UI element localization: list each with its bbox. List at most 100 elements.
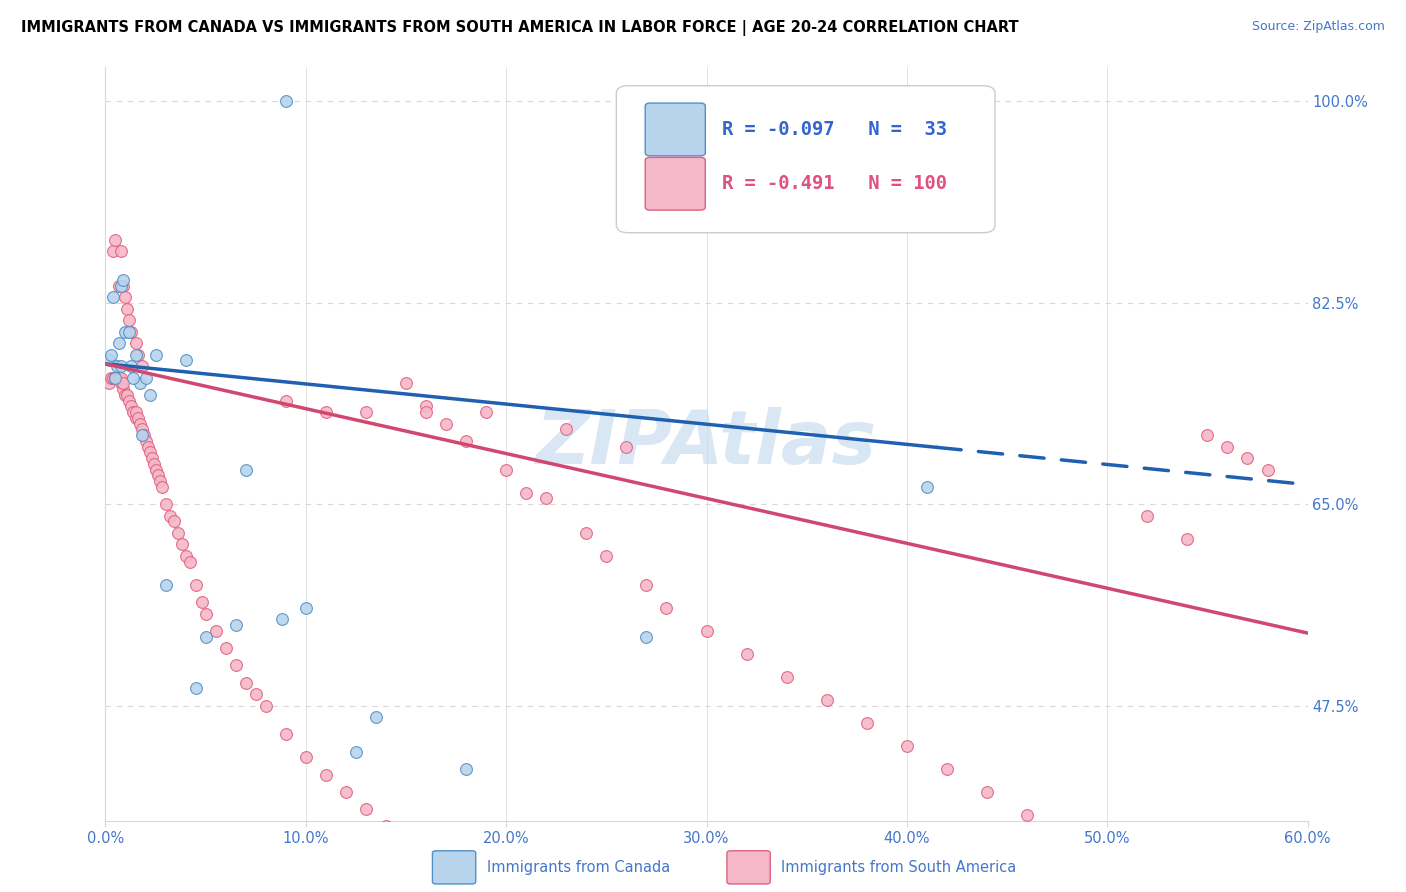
Point (194, 607, 217, 621)
Point (616, 440, 638, 454)
Point (855, 715, 877, 730)
Point (184, 578, 207, 592)
Point (1197, 428, 1219, 442)
Point (124, 348, 146, 362)
Point (274, 95, 297, 109)
Point (896, 739, 918, 753)
Point (108, 370, 131, 384)
Point (696, 624, 718, 638)
Point (121, 325, 143, 339)
Point (274, 393, 297, 408)
Point (225, 658, 247, 673)
Point (270, 612, 292, 626)
Point (1097, 854, 1119, 868)
Point (108, 336, 131, 351)
Point (108, 370, 131, 384)
Point (295, 600, 318, 615)
Point (415, 405, 437, 419)
Point (1177, 532, 1199, 546)
Point (179, 555, 201, 569)
Point (148, 474, 170, 488)
Point (107, 359, 129, 373)
FancyBboxPatch shape (645, 157, 706, 211)
Point (112, 382, 135, 396)
Point (112, 278, 135, 293)
Point (110, 359, 132, 373)
Point (124, 410, 146, 425)
Point (128, 376, 150, 391)
Text: Immigrants from Canada: Immigrants from Canada (486, 860, 669, 875)
FancyBboxPatch shape (433, 851, 475, 884)
Point (110, 278, 132, 293)
Point (141, 451, 163, 466)
Point (112, 273, 135, 287)
Point (415, 400, 437, 414)
Point (976, 785, 998, 799)
Point (575, 525, 598, 540)
Point (107, 370, 129, 384)
Point (335, 785, 357, 799)
Point (110, 376, 132, 391)
Point (254, 698, 277, 713)
Point (184, 681, 207, 696)
Point (124, 405, 146, 419)
Point (344, 745, 367, 759)
Point (128, 417, 150, 431)
Point (595, 549, 617, 563)
FancyBboxPatch shape (645, 103, 706, 156)
Point (170, 537, 193, 551)
Point (915, 480, 938, 494)
Point (110, 370, 132, 384)
Point (475, 405, 498, 419)
Point (146, 468, 169, 483)
FancyBboxPatch shape (616, 86, 995, 233)
Point (1216, 440, 1239, 454)
Point (117, 301, 139, 316)
Point (114, 388, 136, 402)
Point (190, 595, 212, 609)
Text: R = -0.097   N =  33: R = -0.097 N = 33 (723, 120, 948, 139)
Point (114, 325, 136, 339)
Point (132, 428, 155, 442)
Point (121, 359, 143, 373)
Point (235, 463, 257, 477)
Point (655, 600, 678, 615)
Text: R = -0.491   N = 100: R = -0.491 N = 100 (723, 174, 948, 194)
Point (354, 802, 377, 816)
Point (122, 370, 145, 384)
Point (776, 670, 799, 684)
Point (1136, 508, 1159, 523)
FancyBboxPatch shape (727, 851, 770, 884)
Point (159, 508, 181, 523)
Point (138, 388, 160, 402)
Point (150, 480, 173, 494)
Point (118, 313, 141, 327)
Point (434, 417, 457, 431)
Point (354, 405, 377, 419)
Text: IMMIGRANTS FROM CANADA VS IMMIGRANTS FROM SOUTH AMERICA IN LABOR FORCE | AGE 20-: IMMIGRANTS FROM CANADA VS IMMIGRANTS FRO… (21, 20, 1019, 36)
Point (274, 727, 297, 741)
Point (555, 422, 578, 436)
Point (374, 819, 398, 833)
Point (295, 750, 318, 764)
Point (225, 618, 247, 632)
Point (136, 440, 159, 454)
Point (98, 376, 121, 391)
Point (1257, 463, 1279, 477)
Point (117, 388, 139, 402)
Point (636, 578, 658, 592)
Point (104, 370, 127, 384)
Point (155, 578, 177, 592)
Point (104, 233, 127, 247)
Point (112, 376, 135, 391)
Text: ZIPAtlas: ZIPAtlas (536, 408, 877, 480)
Point (118, 393, 141, 408)
Point (127, 410, 149, 425)
Point (103, 244, 125, 258)
Point (636, 630, 658, 644)
Point (100, 348, 122, 362)
Point (124, 336, 146, 351)
Point (100, 370, 122, 384)
Point (155, 497, 177, 511)
Point (194, 630, 217, 644)
